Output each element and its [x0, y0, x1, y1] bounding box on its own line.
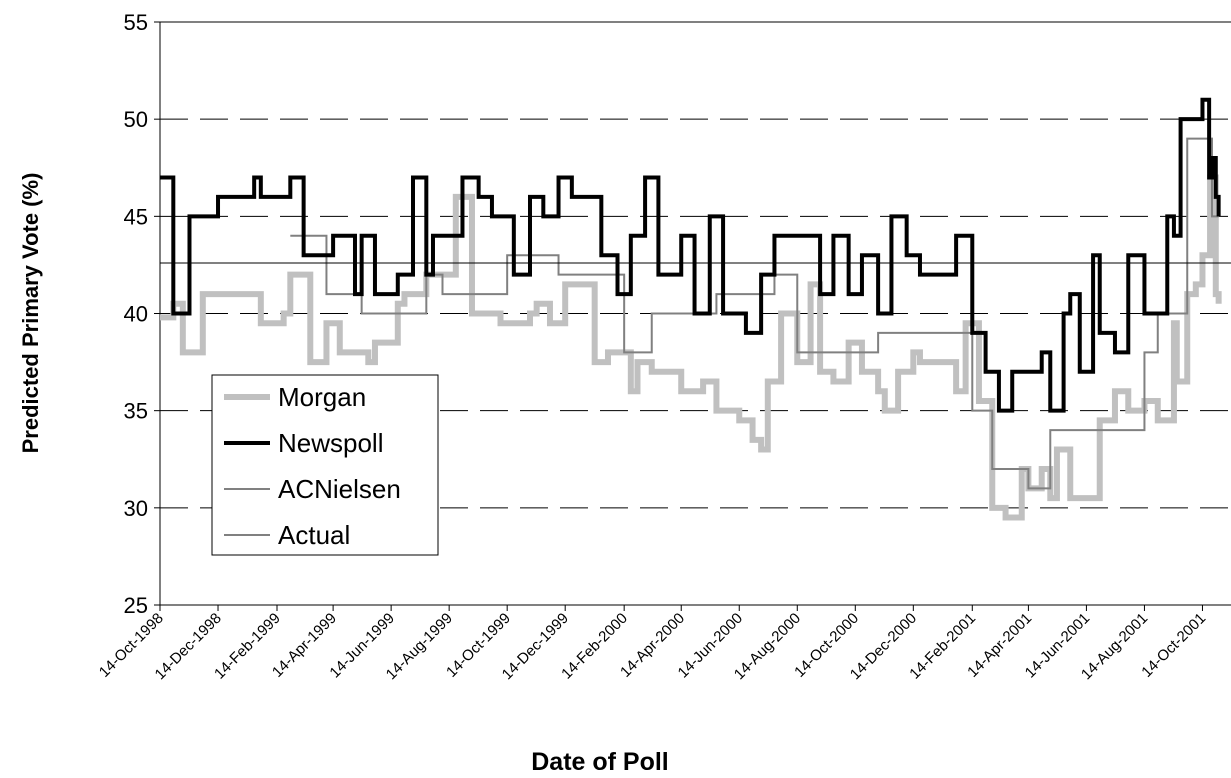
- legend: [211, 374, 439, 556]
- series-line: [160, 97, 1221, 413]
- y-tick-label: 55: [124, 10, 148, 35]
- legend-label: ACNielsen: [278, 474, 401, 504]
- series-line: [290, 137, 1219, 490]
- y-tick-label: 25: [124, 593, 148, 618]
- y-tick-label: 40: [124, 302, 148, 327]
- legend-label: Actual: [278, 520, 350, 550]
- legend-label: Morgan: [278, 382, 366, 412]
- y-tick-label: 35: [124, 399, 148, 424]
- y-axis-title: Predicted Primary Vote (%): [18, 173, 43, 454]
- y-tick-label: 50: [124, 107, 148, 132]
- y-tick-label: 45: [124, 204, 148, 229]
- x-axis-title: Date of Poll: [531, 748, 669, 776]
- y-tick-label: 30: [124, 496, 148, 521]
- legend-label: Newspoll: [278, 428, 384, 458]
